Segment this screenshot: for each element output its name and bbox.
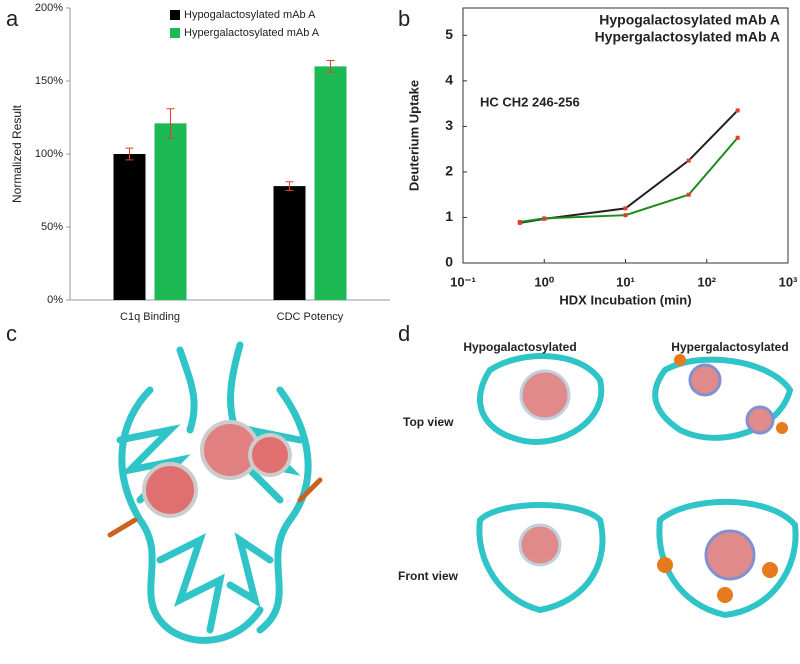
bar bbox=[113, 154, 146, 300]
marker bbox=[686, 158, 691, 163]
legend-label: Hypergalactosylated mAb A bbox=[184, 27, 320, 39]
error-bar bbox=[125, 147, 134, 161]
column-label: Hypogalactosylated bbox=[463, 340, 576, 354]
plot-frame bbox=[462, 7, 789, 264]
panel-label: a bbox=[6, 6, 19, 31]
legend-label: Hypogalactosylated mAb A bbox=[184, 9, 316, 21]
panel-label: b bbox=[398, 6, 410, 31]
marker bbox=[542, 216, 547, 221]
x-tick-label: 10⁰ bbox=[534, 274, 554, 289]
x-tick-label: 10² bbox=[697, 274, 716, 289]
legend-swatch bbox=[170, 10, 180, 20]
marker bbox=[735, 108, 740, 113]
y-tick-label: 50% bbox=[41, 221, 63, 233]
y-tick-label: 5 bbox=[445, 26, 453, 42]
y-tick-label: 200% bbox=[35, 2, 63, 14]
x-tick-label: C1q Binding bbox=[120, 311, 180, 323]
legend-label: Hypergalactosylated mAb A bbox=[595, 29, 780, 45]
y-tick-label: 4 bbox=[445, 72, 453, 88]
marker bbox=[623, 206, 628, 211]
y-axis-title: Normalized Result bbox=[10, 104, 24, 203]
x-tick-label: 10¹ bbox=[616, 274, 635, 289]
bar bbox=[154, 123, 187, 300]
x-axis-title: HDX Incubation (min) bbox=[559, 292, 691, 307]
y-tick-label: 2 bbox=[445, 163, 453, 179]
marker bbox=[623, 213, 628, 218]
annotation: HC CH2 246-256 bbox=[480, 94, 580, 109]
y-tick-label: 0 bbox=[445, 254, 453, 270]
y-tick-label: 1 bbox=[445, 208, 453, 224]
bar bbox=[273, 186, 306, 300]
x-tick-label: 10⁻¹ bbox=[450, 274, 476, 289]
legend-label: Hypogalactosylated mAb A bbox=[599, 12, 780, 28]
protein-c bbox=[107, 341, 323, 644]
y-tick-label: 100% bbox=[35, 148, 63, 160]
panel-label: c bbox=[6, 321, 17, 346]
bar bbox=[314, 66, 347, 301]
y-tick-label: 0% bbox=[47, 294, 63, 306]
legend-swatch bbox=[170, 28, 180, 38]
marker bbox=[517, 220, 522, 225]
error-bar bbox=[285, 181, 294, 191]
row-label: Front view bbox=[398, 569, 459, 583]
column-label: Hypergalactosylated bbox=[671, 340, 788, 354]
proteins-d bbox=[476, 353, 799, 619]
marker bbox=[735, 135, 740, 140]
x-tick-label: 10³ bbox=[779, 274, 798, 289]
x-tick-label: CDC Potency bbox=[277, 311, 344, 323]
error-bar bbox=[166, 108, 175, 139]
y-axis-title: Deuterium Uptake bbox=[406, 80, 421, 191]
line bbox=[519, 109, 739, 224]
y-tick-label: 150% bbox=[35, 75, 63, 87]
error-bar bbox=[326, 60, 335, 73]
row-label: Top view bbox=[403, 415, 454, 429]
panel-label: d bbox=[398, 321, 410, 346]
y-tick-label: 3 bbox=[445, 117, 453, 133]
marker bbox=[686, 192, 691, 197]
line bbox=[519, 137, 739, 224]
